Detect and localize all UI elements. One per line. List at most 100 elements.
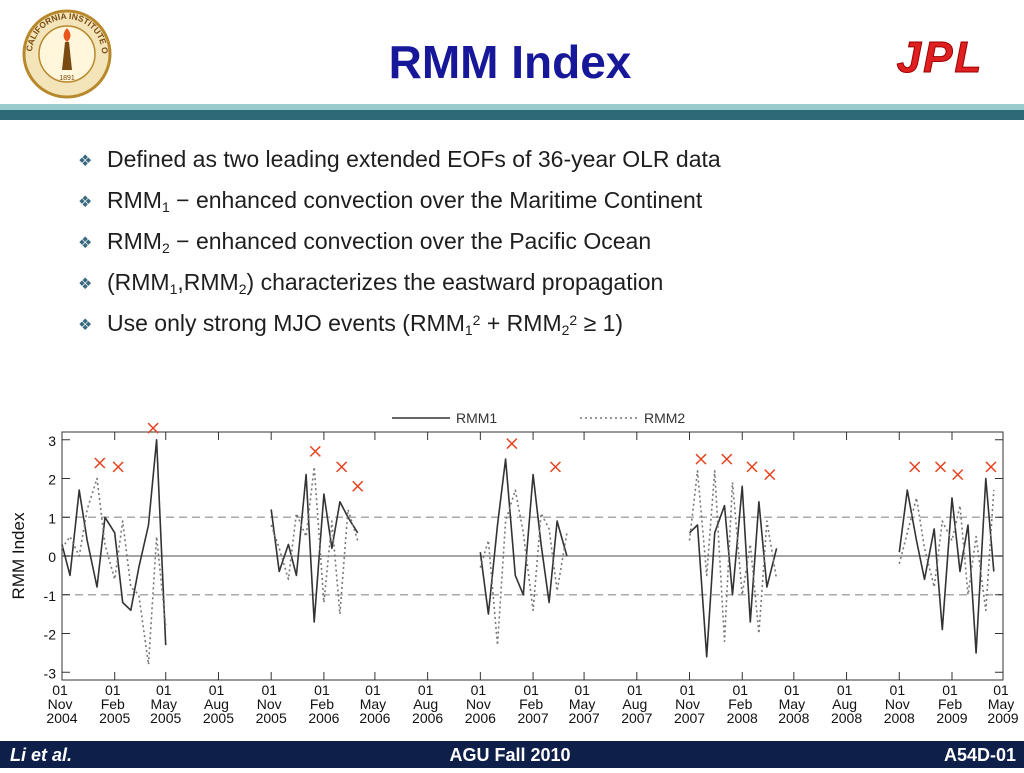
x-tick-line: 01 [942, 682, 961, 698]
x-tick-label: 01 May 2007 [568, 682, 599, 726]
header-bar-light [0, 104, 1024, 110]
x-tick-label: 01 Nov 2005 [256, 682, 287, 726]
x-tick-line: 2006 [359, 710, 390, 726]
bullet-text: RMM2 − enhanced convection over the Paci… [107, 228, 651, 256]
bullet-text: (RMM1,RMM2) characterizes the eastward p… [107, 269, 663, 297]
x-tick-line: 2005 [150, 710, 181, 726]
x-tick-line: 01 [523, 682, 542, 698]
x-tick-line: 2006 [465, 710, 496, 726]
event-marker [764, 469, 776, 481]
torch [62, 42, 72, 70]
x-tick-line: Nov [48, 696, 77, 712]
header-bar [0, 110, 1024, 120]
x-tick-line: 01 [418, 682, 437, 698]
bullet-run: 2 [473, 312, 481, 328]
x-tick-line: 2009 [936, 710, 967, 726]
legend-label: RMM1 [456, 410, 497, 426]
bullet-run: 1 [170, 281, 178, 297]
x-tick-line: May [151, 696, 181, 712]
event-marker [952, 469, 964, 481]
legend-label: RMM2 [644, 410, 685, 426]
x-tick-line: Aug [832, 696, 861, 712]
event-marker [309, 445, 321, 457]
bullet-run: 1 [465, 322, 473, 338]
x-tick-line: 01 [156, 682, 175, 698]
event-marker [985, 461, 997, 473]
x-tick-line: May [988, 696, 1018, 712]
bullet-icon: ❖ [78, 153, 92, 170]
x-tick-line: 2008 [727, 710, 758, 726]
x-tick-line: Aug [204, 696, 233, 712]
x-tick-line: May [779, 696, 809, 712]
x-tick-line: May [360, 696, 390, 712]
event-marker [695, 453, 707, 465]
x-tick-line: 2008 [884, 710, 915, 726]
x-tick-line: 01 [993, 682, 1012, 698]
bullet-text: RMM1 − enhanced convection over the Mari… [107, 187, 703, 215]
x-tick-line: 2008 [778, 710, 809, 726]
x-tick-label: 01 May 2005 [150, 682, 181, 726]
x-tick-line: 2007 [517, 710, 548, 726]
x-tick-line: 01 [105, 682, 124, 698]
event-marker [746, 461, 758, 473]
bullet-run: ≥ 1) [577, 310, 623, 336]
event-marker [935, 461, 947, 473]
x-tick-line: Feb [938, 696, 966, 712]
x-tick-label: 01 Nov 2008 [884, 682, 915, 726]
event-marker [147, 422, 159, 434]
event-marker [721, 453, 733, 465]
event-marker [549, 461, 561, 473]
footer-id: A54D-01 [944, 745, 1016, 765]
x-tick-label: 01 Feb 2007 [517, 682, 548, 726]
y-tick-label: 3 [48, 433, 56, 449]
x-tick-line: 01 [365, 682, 384, 698]
footer-bar [0, 741, 1024, 768]
bullet-run: 1 [162, 199, 170, 215]
slide-title: RMM Index [389, 36, 632, 88]
x-tick-line: 2005 [99, 710, 130, 726]
x-tick-label: 01 Nov 2004 [46, 682, 77, 726]
x-tick-label: 01 May 2008 [778, 682, 809, 726]
x-tick-label: 01 Aug 2008 [831, 682, 862, 726]
x-tick-label: 01 Nov 2007 [674, 682, 705, 726]
x-tick-label: 01 Aug 2007 [621, 682, 652, 726]
footer-meeting: AGU Fall 2010 [449, 745, 570, 765]
x-tick-label: 01 Aug 2005 [203, 682, 234, 726]
x-tick-label: 01 May 2006 [359, 682, 390, 726]
bullet-run: RMM [107, 228, 162, 254]
y-tick-label: -1 [44, 588, 57, 604]
bullet-icon: ❖ [78, 194, 92, 211]
x-tick-line: Feb [519, 696, 547, 712]
x-tick-line: 01 [209, 682, 228, 698]
x-tick-line: 01 [627, 682, 646, 698]
x-tick-line: 01 [314, 682, 333, 698]
bullet-icon: ❖ [78, 276, 92, 293]
y-tick-label: 0 [48, 549, 56, 565]
x-tick-line: 01 [680, 682, 699, 698]
bullet-run: ,RMM [177, 269, 238, 295]
x-tick-line: Nov [466, 696, 495, 712]
event-marker [112, 461, 124, 473]
x-tick-line: Feb [728, 696, 756, 712]
series-line [61, 439, 995, 658]
x-tick-label: 01 Nov 2006 [465, 682, 496, 726]
y-tick-label: -3 [44, 665, 57, 681]
event-marker [506, 438, 518, 450]
event-marker [336, 461, 348, 473]
bullet-run: 2 [239, 281, 247, 297]
x-tick-line: May [569, 696, 599, 712]
x-tick-line: 01 [837, 682, 856, 698]
event-marker [909, 461, 921, 473]
x-tick-label: 01 Feb 2009 [936, 682, 967, 726]
x-tick-line: 2007 [568, 710, 599, 726]
bullet-run: Defined as two leading extended EOFs of … [107, 146, 721, 172]
bullet-text: Use only strong MJO events (RMM12 + RMM2… [107, 310, 623, 338]
x-tick-label: 01 Aug 2006 [412, 682, 443, 726]
flame [63, 28, 71, 42]
x-tick-line: Feb [310, 696, 338, 712]
x-tick-line: 2006 [412, 710, 443, 726]
bullet-list: ❖ Defined as two leading extended EOFs of… [78, 146, 721, 338]
